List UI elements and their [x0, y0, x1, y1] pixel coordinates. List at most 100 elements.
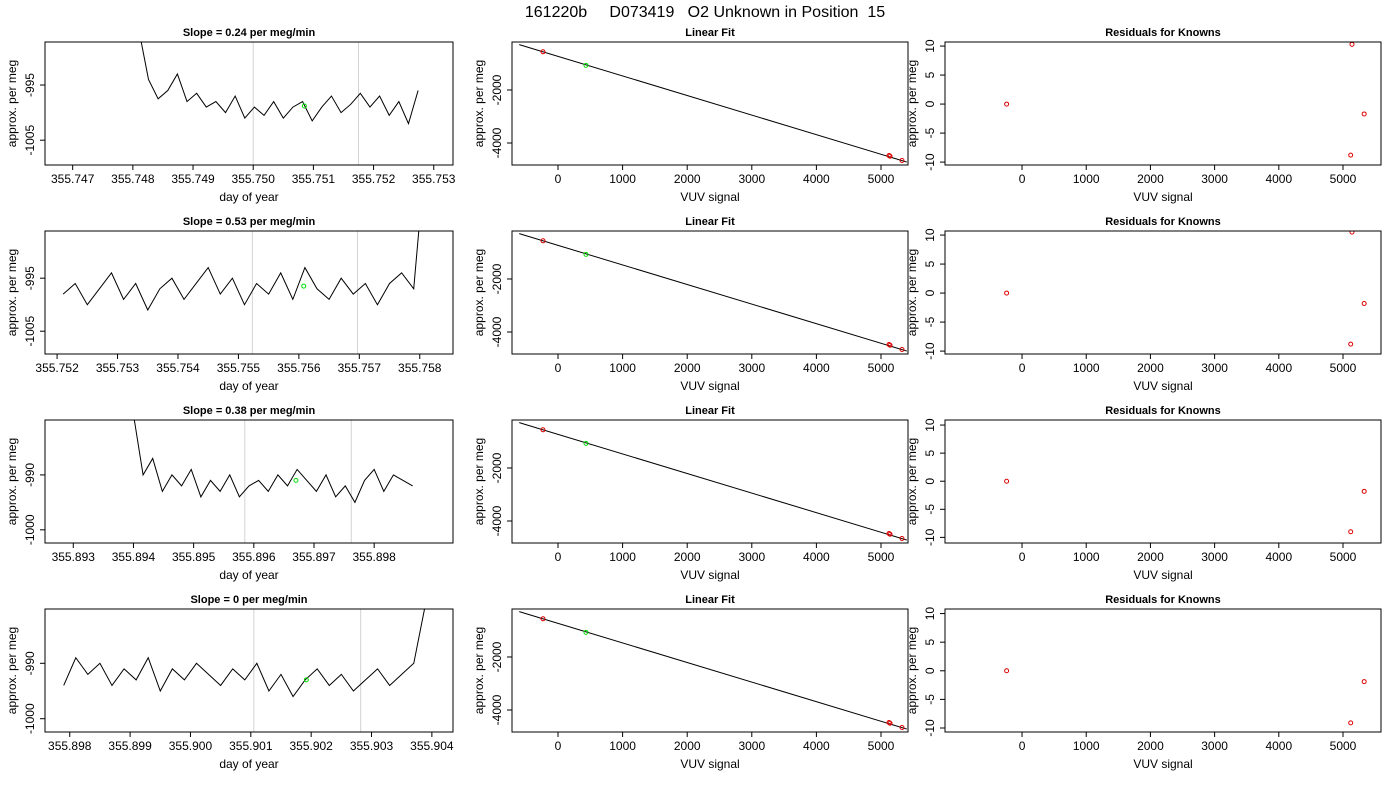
x-tick-label: 355.893 — [52, 550, 96, 564]
y-axis-label: approx. per meg — [905, 249, 919, 336]
x-tick-label: 4000 — [803, 739, 830, 753]
panel-title: Slope = 0.53 per meg/min — [183, 216, 316, 228]
data-point — [1348, 720, 1354, 726]
y-tick-label: -5 — [923, 694, 937, 705]
x-tick-label: 5000 — [1330, 739, 1357, 753]
panel-title: Residuals for Knowns — [1105, 216, 1221, 228]
plot-area — [62, 231, 420, 354]
x-tick-label: 355.753 — [412, 172, 456, 186]
x-tick-label: 3000 — [1201, 550, 1228, 564]
y-axis-label: approx. per meg — [472, 438, 486, 525]
data-point — [540, 616, 546, 622]
data-point — [1004, 101, 1010, 107]
data-point — [1361, 679, 1367, 685]
x-tick-label: 0 — [1019, 172, 1026, 186]
y-tick-label: -4000 — [490, 316, 504, 347]
x-tick-label: 5000 — [1330, 361, 1357, 375]
x-tick-label: 5000 — [868, 739, 895, 753]
data-point — [1348, 152, 1354, 158]
y-tick-label: 10 — [923, 39, 937, 53]
x-tick-label: 3000 — [1201, 172, 1228, 186]
data-point — [1361, 488, 1367, 494]
data-line — [62, 231, 420, 312]
data-point — [540, 49, 546, 55]
y-tick-label: 10 — [923, 607, 937, 621]
plot-area — [1004, 668, 1367, 726]
x-tick-label: 355.899 — [108, 739, 152, 753]
plot-frame — [44, 41, 454, 166]
x-tick-label: 4000 — [1265, 550, 1292, 564]
y-tick-label: -1000 — [23, 514, 37, 545]
y-tick-label: -2000 — [490, 452, 504, 483]
x-tick-label: 355.750 — [232, 172, 276, 186]
data-point — [1004, 478, 1010, 484]
y-tick-label: -5 — [923, 504, 937, 515]
data-point — [1348, 529, 1354, 535]
x-tick-label: 355.896 — [232, 550, 276, 564]
x-tick-label: 5000 — [1330, 172, 1357, 186]
x-tick-label: 355.751 — [292, 172, 336, 186]
y-tick-label: 5 — [923, 449, 937, 456]
y-axis-label: approx. per meg — [5, 60, 19, 147]
data-line — [140, 42, 419, 126]
plot-area — [140, 42, 419, 165]
panel-title: Residuals for Knowns — [1105, 594, 1221, 606]
y-tick-label: -1000 — [23, 703, 37, 734]
panel-title: Residuals for Knowns — [1105, 405, 1221, 417]
y-tick-label: -4000 — [490, 505, 504, 536]
x-tick-label: 355.754 — [156, 361, 200, 375]
plot-frame — [511, 41, 909, 166]
plot-area — [133, 420, 413, 543]
y-tick-label: 0 — [923, 478, 937, 485]
x-tick-label: 5000 — [868, 172, 895, 186]
data-point — [1348, 341, 1354, 347]
x-tick-label: 1000 — [609, 361, 636, 375]
panel-title: Linear Fit — [685, 594, 735, 606]
x-tick-label: 0 — [555, 172, 562, 186]
y-tick-label: -5 — [923, 127, 937, 138]
y-tick-label: -10 — [923, 528, 937, 546]
data-point — [886, 341, 892, 347]
x-tick-label: 4000 — [803, 361, 830, 375]
data-point — [899, 157, 905, 163]
y-axis-label: approx. per meg — [905, 438, 919, 525]
plot-area — [519, 233, 907, 352]
x-tick-label: 355.900 — [169, 739, 213, 753]
data-point — [540, 427, 546, 433]
x-tick-label: 355.752 — [352, 172, 396, 186]
data-point — [583, 62, 589, 68]
data-point — [1361, 301, 1367, 307]
data-point — [303, 677, 309, 683]
y-tick-label: -10 — [923, 719, 937, 737]
panel-title: Linear Fit — [685, 405, 735, 417]
x-tick-label: 3000 — [1201, 739, 1228, 753]
x-tick-label: 3000 — [1201, 361, 1228, 375]
data-point — [1004, 668, 1010, 674]
x-tick-label: 3000 — [738, 361, 765, 375]
data-point — [1361, 111, 1367, 117]
data-point — [583, 629, 589, 635]
data-point — [540, 238, 546, 244]
x-axis-label: day of year — [219, 190, 278, 204]
x-tick-label: 355.903 — [350, 739, 394, 753]
data-point — [899, 346, 905, 352]
panel-title: Residuals for Knowns — [1105, 27, 1221, 39]
y-tick-label: 5 — [923, 71, 937, 78]
y-tick-label: -995 — [23, 73, 37, 97]
x-tick-label: 0 — [555, 550, 562, 564]
y-axis-label: approx. per meg — [472, 249, 486, 336]
y-tick-label: -4000 — [490, 127, 504, 158]
x-tick-label: 2000 — [1137, 739, 1164, 753]
y-axis-label: approx. per meg — [472, 627, 486, 714]
y-tick-label: 5 — [923, 260, 937, 267]
panel-title: Slope = 0.38 per meg/min — [183, 405, 316, 417]
plot-frame — [44, 419, 454, 544]
y-tick-label: -10 — [923, 153, 937, 171]
x-tick-label: 3000 — [738, 550, 765, 564]
y-axis-label: approx. per meg — [905, 627, 919, 714]
x-tick-label: 1000 — [609, 550, 636, 564]
x-tick-label: 2000 — [1137, 172, 1164, 186]
x-tick-label: 1000 — [1073, 361, 1100, 375]
y-axis-label: approx. per meg — [905, 60, 919, 147]
